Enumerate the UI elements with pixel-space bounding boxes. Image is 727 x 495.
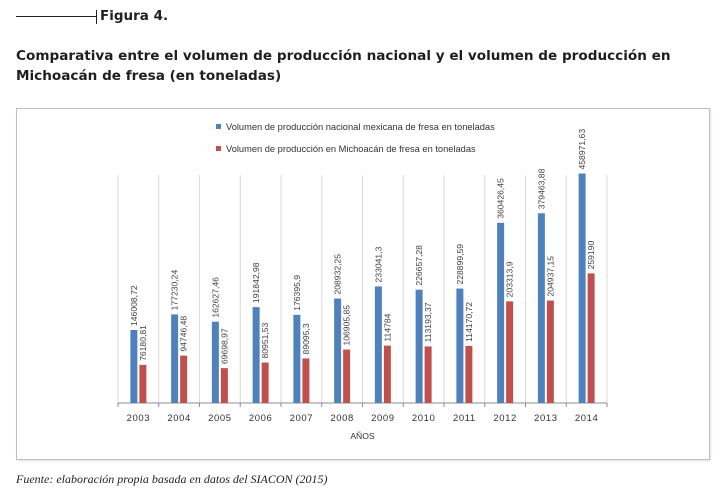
bar-nacional bbox=[497, 222, 505, 403]
bar-michoacan bbox=[302, 358, 310, 403]
x-tick-label: 2014 bbox=[575, 413, 599, 424]
bar-nacional bbox=[456, 288, 464, 403]
data-label: 208932,25 bbox=[333, 254, 343, 295]
bar-nacional bbox=[252, 307, 260, 403]
x-tick-label: 2012 bbox=[493, 413, 517, 424]
bar-nacional bbox=[334, 298, 342, 403]
figure-label: Figura 4. bbox=[100, 8, 169, 24]
x-tick-label: 2011 bbox=[453, 413, 476, 424]
x-tick-label: 2004 bbox=[167, 413, 191, 424]
data-label: 228899,59 bbox=[455, 244, 465, 285]
bar-nacional bbox=[537, 213, 545, 403]
bar-michoacan bbox=[139, 364, 147, 403]
data-label: 360426,45 bbox=[496, 178, 506, 219]
data-label: 146008,72 bbox=[129, 285, 139, 326]
bar-nacional bbox=[211, 321, 219, 403]
bar-michoacan bbox=[424, 346, 432, 403]
x-tick-label: 2010 bbox=[412, 413, 436, 424]
data-label: 114784 bbox=[382, 313, 392, 341]
data-label: 259190 bbox=[586, 241, 596, 270]
data-label: 177230,24 bbox=[170, 270, 180, 311]
x-tick-label: 2013 bbox=[534, 413, 558, 424]
x-axis-title: AÑOS bbox=[350, 431, 375, 441]
data-label: 114170,72 bbox=[464, 302, 474, 342]
data-label: 233041,3 bbox=[373, 246, 383, 282]
figure-source: Fuente: elaboración propia basada en dat… bbox=[16, 472, 328, 486]
bar-chart: Volumen de producción nacional mexicana … bbox=[117, 122, 608, 441]
data-label: 76180,81 bbox=[138, 325, 148, 361]
bar-michoacan bbox=[506, 301, 514, 403]
x-tick-label: 2008 bbox=[330, 413, 354, 424]
data-label: 80951,53 bbox=[260, 322, 270, 358]
data-label: 203313,9 bbox=[505, 261, 515, 297]
data-label: 106905,85 bbox=[342, 305, 352, 346]
x-tick-label: 2007 bbox=[290, 413, 314, 424]
data-label: 204937,15 bbox=[545, 256, 555, 297]
data-label: 113193,37 bbox=[423, 302, 433, 342]
data-label: 94746,48 bbox=[179, 316, 189, 352]
data-label: 379463,88 bbox=[536, 168, 546, 209]
bar-michoacan bbox=[261, 362, 269, 403]
bar-michoacan bbox=[587, 273, 595, 403]
x-tick-label: 2003 bbox=[127, 413, 151, 424]
bar-nacional bbox=[130, 329, 138, 403]
data-label: 89095,3 bbox=[301, 323, 311, 354]
data-label: 69698,97 bbox=[219, 328, 229, 364]
x-tick-label: 2005 bbox=[208, 413, 232, 424]
legend-swatch bbox=[216, 124, 221, 129]
bar-nacional bbox=[578, 173, 586, 403]
bar-nacional bbox=[293, 314, 301, 403]
legend-swatch bbox=[216, 146, 221, 151]
legend-label: Volumen de producción nacional mexicana … bbox=[226, 122, 495, 132]
x-tick-label: 2006 bbox=[249, 413, 273, 424]
bar-michoacan bbox=[180, 355, 188, 403]
bar-nacional bbox=[171, 314, 179, 403]
bar-nacional bbox=[374, 286, 382, 403]
legend-label: Volumen de producción en Michoacán de fr… bbox=[226, 144, 476, 154]
chart-frame: Volumen de producción nacional mexicana … bbox=[16, 108, 710, 460]
bar-michoacan bbox=[546, 300, 554, 403]
bar-michoacan bbox=[383, 345, 391, 403]
data-label: 162627,46 bbox=[210, 277, 220, 318]
bar-michoacan bbox=[343, 349, 351, 403]
figure-rule bbox=[16, 16, 96, 17]
data-label: 458971,63 bbox=[577, 129, 587, 170]
data-label: 176395,9 bbox=[292, 275, 302, 311]
data-label: 191842,98 bbox=[251, 262, 261, 303]
bar-michoacan bbox=[220, 368, 228, 403]
x-tick-label: 2009 bbox=[371, 413, 395, 424]
figure-rule-tick bbox=[96, 10, 97, 24]
bar-michoacan bbox=[465, 345, 473, 403]
figure-title: Comparativa entre el volumen de producci… bbox=[16, 48, 671, 84]
data-label: 226657,28 bbox=[414, 245, 424, 286]
bar-nacional bbox=[415, 289, 423, 403]
